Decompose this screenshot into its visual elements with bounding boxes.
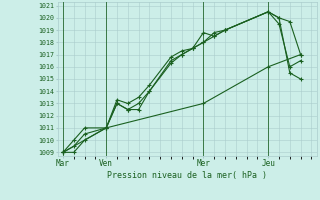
X-axis label: Pression niveau de la mer( hPa ): Pression niveau de la mer( hPa ) <box>107 171 267 180</box>
